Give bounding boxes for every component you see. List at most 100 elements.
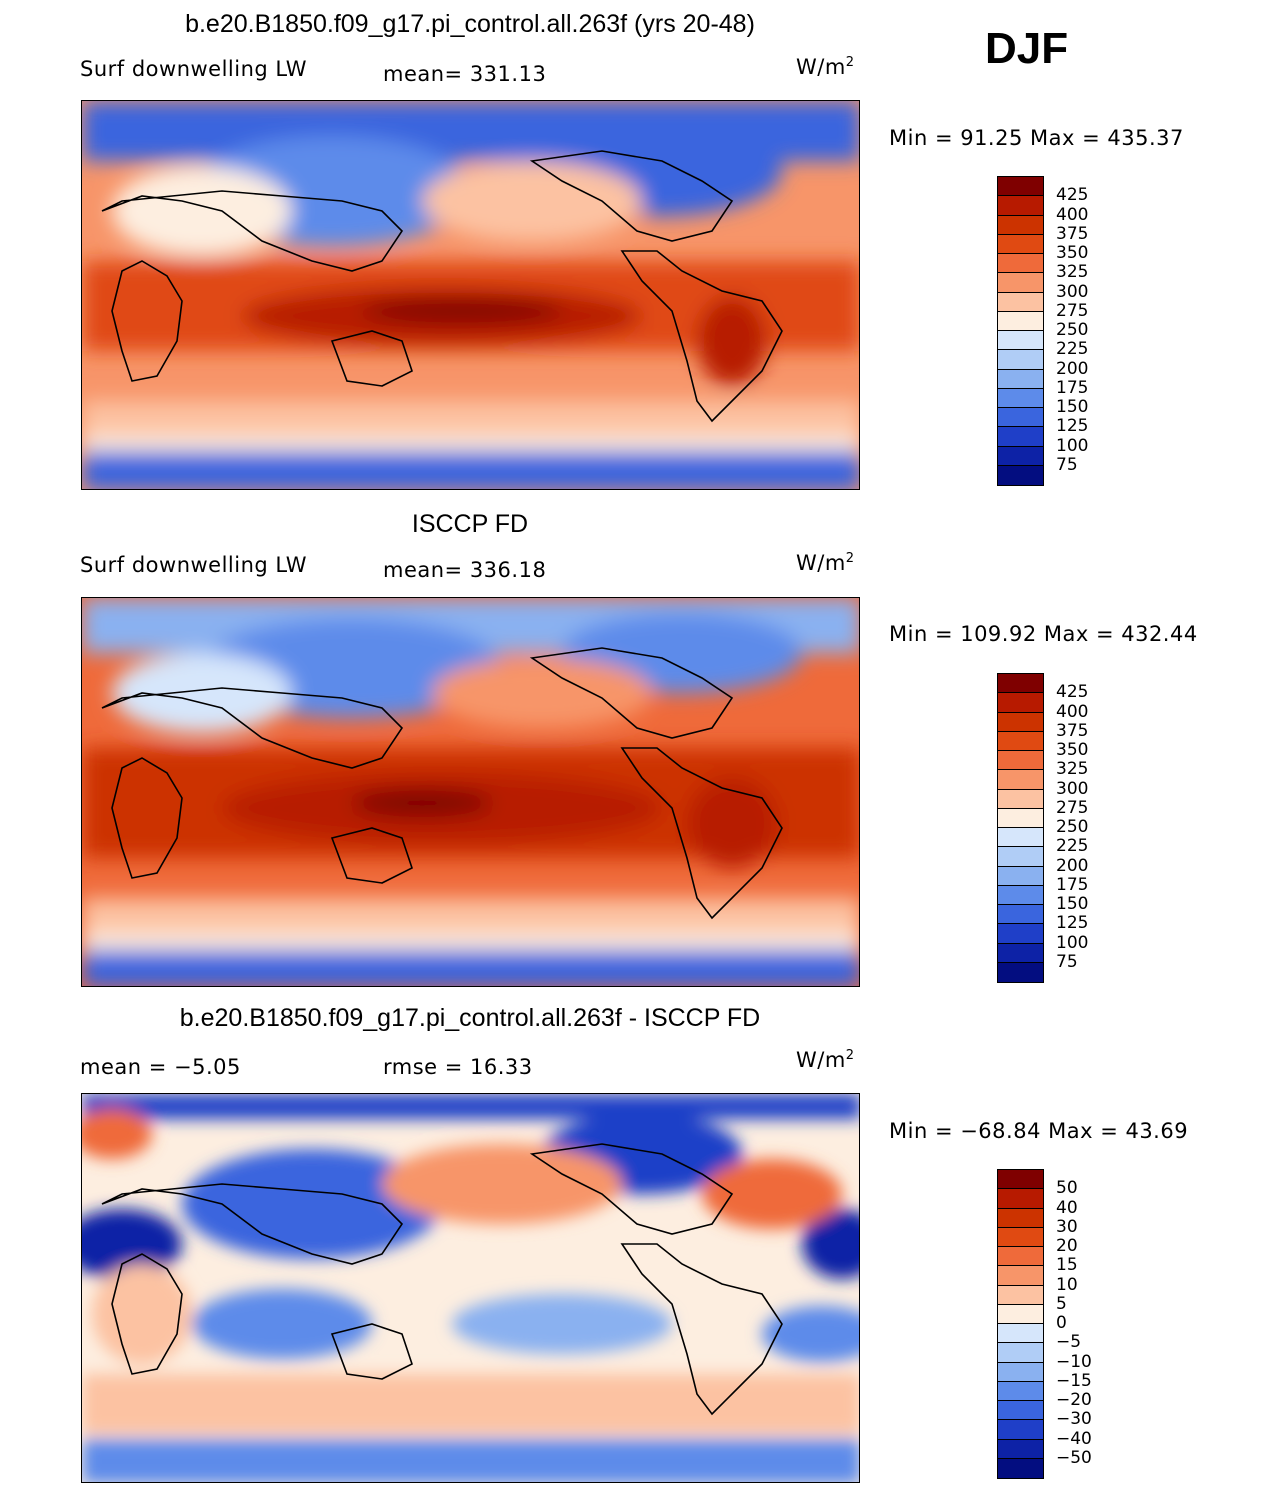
variable-label: Surf downwelling LW (80, 553, 307, 577)
colorbar-tick-label: 300 (1056, 778, 1089, 799)
minmax-label: Min = 109.92 Max = 432.44 (889, 622, 1198, 646)
colorbar-swatch (998, 1304, 1043, 1324)
colorbar-tick-label: −30 (1056, 1409, 1092, 1430)
colorbar-swatch (998, 789, 1043, 809)
colorbar-tick-label: 400 (1056, 204, 1089, 225)
colorbar-swatch (998, 1285, 1043, 1305)
colorbar-tick-label: 275 (1056, 300, 1089, 321)
panel-title: b.e20.B1850.f09_g17.pi_control.all.263f … (185, 10, 755, 38)
colorbar-swatch (998, 234, 1043, 254)
coastline-icon (101, 647, 783, 920)
colorbar-swatch (998, 1401, 1043, 1421)
colorbar-tick-label: 30 (1056, 1216, 1078, 1237)
colorbar-swatch (998, 465, 1043, 485)
panel-title: ISCCP FD (411, 510, 529, 538)
colorbar-tick-label: 350 (1056, 740, 1089, 760)
colorbar-swatch (998, 273, 1043, 293)
colorbar-swatch (998, 1247, 1043, 1267)
colorbar (997, 673, 1044, 983)
variable-label: Surf downwelling LW (80, 57, 307, 81)
colorbar-tick-label: 400 (1056, 701, 1089, 722)
mean-label: mean= 336.18 (383, 558, 547, 582)
colorbar-swatch (998, 1458, 1043, 1478)
colorbar-tick-label: 50 (1056, 1178, 1078, 1199)
colorbar-tick-label: 325 (1056, 262, 1089, 283)
colorbar-tick-label: 125 (1056, 913, 1089, 934)
colorbar-tick-label: 425 (1056, 682, 1089, 703)
colorbar-tick-label: 100 (1056, 932, 1089, 953)
colorbar-swatch (998, 1324, 1043, 1344)
colorbar-swatch (998, 408, 1043, 428)
colorbar-swatch (998, 1208, 1043, 1228)
colorbar-tick-label: 275 (1056, 797, 1089, 818)
mean-label: mean = −5.05 (80, 1055, 241, 1079)
colorbar-tick-label: 0 (1056, 1313, 1067, 1333)
colorbar-swatch (998, 177, 1043, 197)
units-label: W/m2 (796, 551, 855, 575)
colorbar-tick-label: 10 (1056, 1274, 1078, 1295)
colorbar-swatch (998, 924, 1043, 944)
map-model (81, 100, 860, 490)
colorbar-swatch (998, 1362, 1043, 1382)
minmax-label: Min = 91.25 Max = 435.37 (889, 126, 1184, 150)
colorbar-tick-label: 175 (1056, 874, 1089, 895)
colorbar-tick-label: 200 (1056, 358, 1089, 379)
colorbar-tick-label: −15 (1056, 1370, 1092, 1391)
colorbar-tick-label: −20 (1056, 1390, 1092, 1410)
colorbar-tick-label: 75 (1056, 454, 1078, 475)
colorbar-swatch (998, 1420, 1043, 1440)
colorbar-swatch (998, 905, 1043, 925)
colorbar-tick-label: 20 (1056, 1236, 1078, 1256)
colorbar-swatch (998, 254, 1043, 274)
colorbar-swatch (998, 1343, 1043, 1363)
coastline-icon (101, 1143, 783, 1416)
map-observation (81, 597, 860, 987)
colorbar-tick-label: −50 (1056, 1447, 1092, 1468)
colorbar-swatch (998, 962, 1043, 982)
colorbar-swatch (998, 350, 1043, 370)
colorbar (997, 1169, 1044, 1479)
colorbar-tick-label: 250 (1056, 320, 1089, 340)
colorbar-tick-label: 125 (1056, 416, 1089, 437)
colorbar-swatch (998, 693, 1043, 713)
colorbar-tick-label: 425 (1056, 185, 1089, 206)
colorbar-swatch (998, 1439, 1043, 1459)
mean-label: mean= 331.13 (383, 62, 547, 86)
season-label: DJF (985, 24, 1069, 73)
colorbar-swatch (998, 1381, 1043, 1401)
colorbar-swatch (998, 808, 1043, 828)
colorbar-tick-label: 150 (1056, 894, 1089, 914)
colorbar-swatch (998, 215, 1043, 235)
colorbar-swatch (998, 446, 1043, 466)
colorbar-swatch (998, 885, 1043, 905)
colorbar-swatch (998, 196, 1043, 216)
units-label: W/m2 (796, 1048, 855, 1072)
colorbar-tick-label: 300 (1056, 281, 1089, 302)
colorbar-tick-label: 15 (1056, 1255, 1078, 1276)
colorbar-swatch (998, 331, 1043, 351)
units-label: W/m2 (796, 55, 855, 79)
colorbar-tick-label: 200 (1056, 855, 1089, 876)
colorbar-tick-label: 325 (1056, 759, 1089, 780)
colorbar-swatch (998, 311, 1043, 331)
colorbar-tick-label: 375 (1056, 720, 1089, 741)
colorbar-swatch (998, 1170, 1043, 1190)
colorbar-swatch (998, 866, 1043, 886)
colorbar-swatch (998, 1227, 1043, 1247)
colorbar-tick-label: 375 (1056, 223, 1089, 244)
colorbar-swatch (998, 1266, 1043, 1286)
colorbar (997, 176, 1044, 486)
colorbar-swatch (998, 388, 1043, 408)
colorbar-swatch (998, 427, 1043, 447)
colorbar-tick-label: −40 (1056, 1428, 1092, 1449)
colorbar-swatch (998, 847, 1043, 867)
colorbar-swatch (998, 751, 1043, 771)
colorbar-tick-label: 175 (1056, 377, 1089, 398)
colorbar-tick-label: 5 (1056, 1293, 1067, 1314)
colorbar-swatch (998, 712, 1043, 732)
colorbar-swatch (998, 770, 1043, 790)
colorbar-tick-label: 225 (1056, 339, 1089, 360)
colorbar-tick-label: −10 (1056, 1351, 1092, 1372)
colorbar-swatch (998, 292, 1043, 312)
colorbar-swatch (998, 731, 1043, 751)
